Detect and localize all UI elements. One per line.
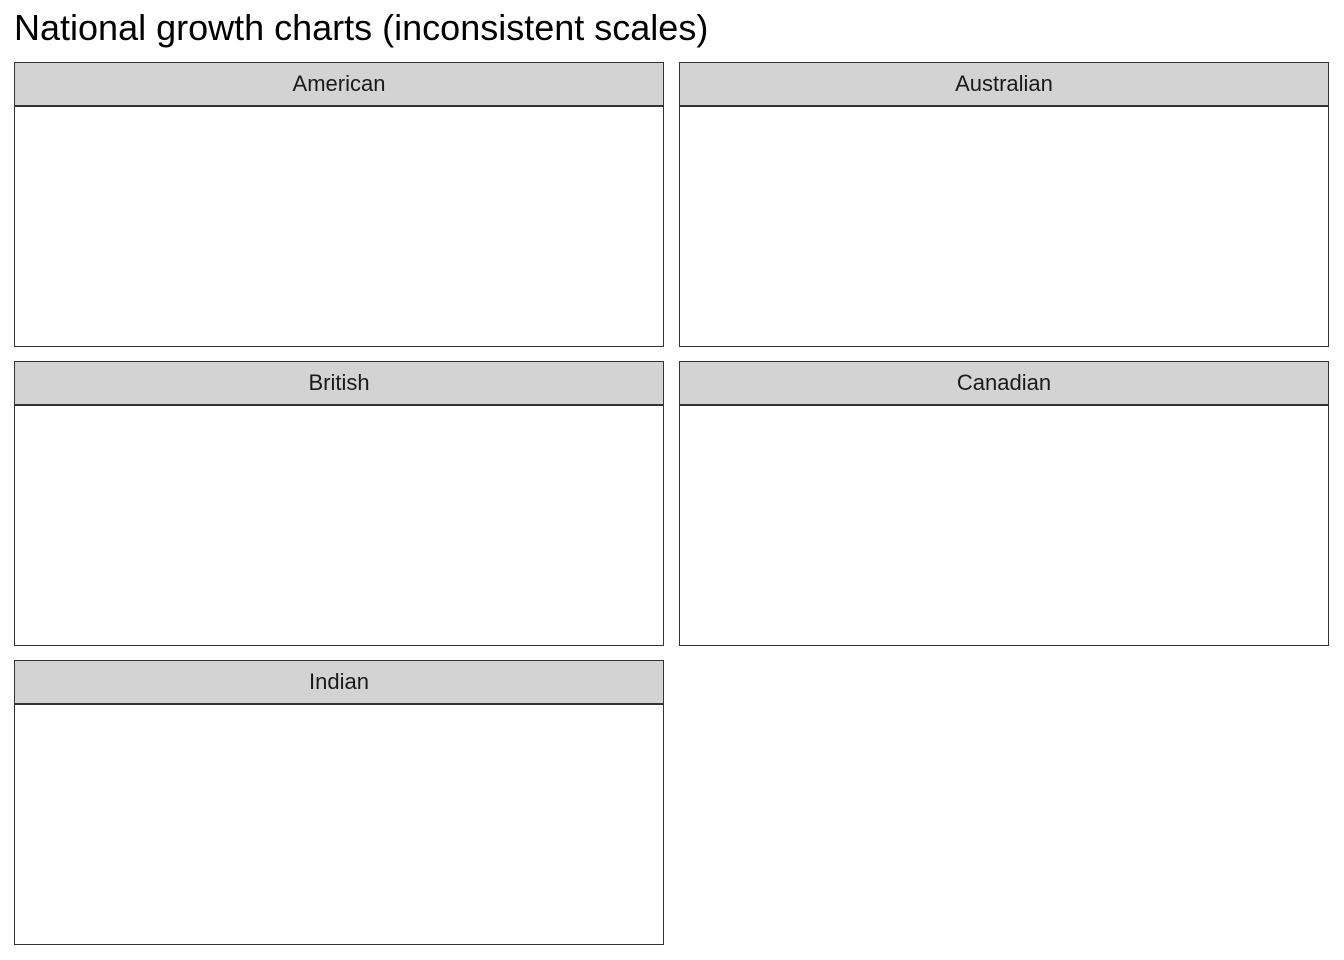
facet-panel <box>14 406 664 646</box>
facet-strip-label: Indian <box>14 660 664 705</box>
facet-british: British <box>14 361 664 646</box>
chart-title: National growth charts (inconsistent sca… <box>14 7 709 48</box>
facet-panel <box>679 406 1329 646</box>
facet-panel <box>14 705 664 945</box>
facet-strip-label: Australian <box>679 62 1329 107</box>
facet-american: American <box>14 62 664 347</box>
facet-panel <box>14 107 664 347</box>
facet-indian: Indian <box>14 660 664 945</box>
facet-australian: Australian <box>679 62 1329 347</box>
facet-canadian: Canadian <box>679 361 1329 646</box>
facet-strip-label: American <box>14 62 664 107</box>
facet-strip-label: British <box>14 361 664 406</box>
facet-panel <box>679 107 1329 347</box>
facet-strip-label: Canadian <box>679 361 1329 406</box>
